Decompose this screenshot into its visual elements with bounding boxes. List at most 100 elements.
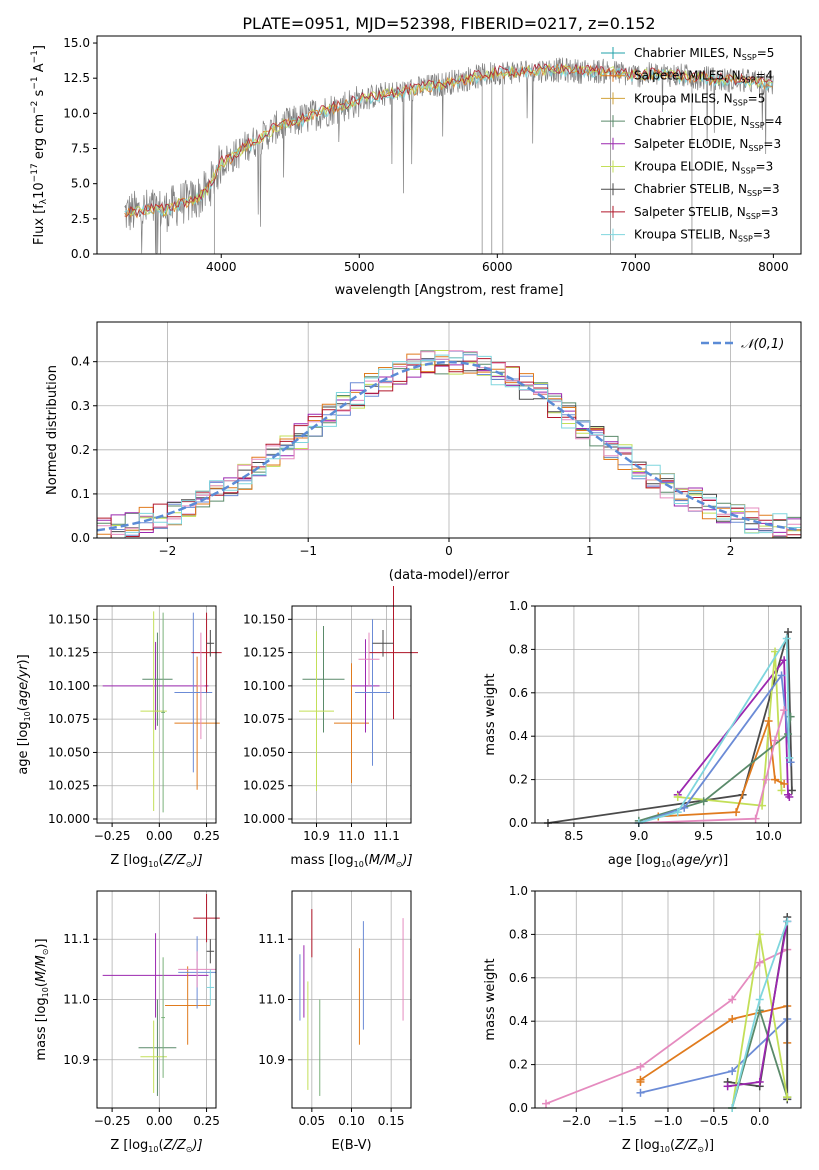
x-axis-label: age [log10(age/yr)]	[608, 853, 728, 869]
y-axis-label: age [log10(age/yr)]	[16, 654, 32, 774]
x-tick-label: −2.0	[562, 1114, 591, 1128]
x-tick-label: 7000	[620, 260, 651, 274]
age-vs-z-panel: −0.25 0.00 0.25 10.000 10.025 10.050 10.075 10.…	[16, 605, 222, 869]
y-tick-label: 15.0	[63, 36, 90, 50]
x-tick-label: −0.5	[699, 1114, 728, 1128]
y-tick-label: 1.0	[509, 884, 528, 898]
mass-weight-line	[638, 672, 792, 824]
y-tick-label: 0.2	[509, 773, 528, 787]
x-tick-label: 1	[586, 544, 594, 558]
y-tick-label: 10.125	[48, 646, 90, 660]
x-tick-label: −1.0	[653, 1114, 682, 1128]
x-tick-label: −0.25	[94, 829, 131, 843]
y-tick-label: 10.075	[243, 712, 285, 726]
x-tick-label: 10.9	[303, 829, 330, 843]
mass-vs-ebv-panel: 0.05 0.10 0.15 10.9 11.0 11.1 E(B-V)	[258, 890, 412, 1153]
axes-frame	[96, 35, 802, 255]
y-tick-label: 10.0	[63, 106, 90, 120]
y-tick-label: 10.100	[243, 679, 285, 693]
x-tick-label: −1	[299, 544, 317, 558]
x-tick-label: −2	[159, 544, 177, 558]
x-tick-label: −1.5	[608, 1114, 637, 1128]
x-axis-label: (data-model)/error	[389, 568, 510, 583]
y-tick-label: 11.0	[258, 993, 285, 1007]
y-tick-label: 0.0	[71, 531, 90, 545]
x-tick-label: −0.25	[94, 1114, 131, 1128]
x-tick-label: 0	[445, 544, 453, 558]
x-tick-label: 0.00	[146, 829, 173, 843]
x-axis-label: Z [log10(Z/Z⊙)]	[110, 853, 202, 869]
x-tick-label: 0.0	[750, 1114, 769, 1128]
x-tick-label: 11.0	[338, 829, 365, 843]
chart-panels: 4000 5000 6000 7000 80000.02.55.07.510.012.5…	[16, 35, 802, 1154]
age-vs-mass-panel: 10.9 11.0 11.1 10.000 10.025 10.050 10.075 10.1…	[243, 586, 418, 869]
legend-label: Salpeter ELODIE, NSSP=3	[634, 137, 781, 153]
x-tick-label: 0.05	[298, 1114, 325, 1128]
residuals-panel: −2 −1 0 1 2 0.0 0.1 0.2 0.3 0.4 (data-model)/error…	[45, 321, 802, 583]
y-tick-label: 10.125	[243, 646, 285, 660]
y-axis-label: Normed distribution	[45, 365, 60, 495]
y-tick-label: 10.000	[243, 812, 285, 826]
x-tick-label: 8000	[758, 260, 789, 274]
x-tick-label: 9.0	[629, 829, 648, 843]
y-tick-label: 10.050	[48, 745, 90, 759]
x-tick-label: 9.5	[694, 829, 713, 843]
y-tick-label: 10.000	[48, 812, 90, 826]
y-tick-label: 10.075	[48, 712, 90, 726]
y-tick-label: 0.2	[509, 1058, 528, 1072]
axes-frame	[534, 605, 802, 824]
x-tick-label: 0.25	[193, 829, 220, 843]
spectrum-panel: 4000 5000 6000 7000 8000 0.0 2.5 5.0 7.5 10.0 12.5…	[30, 35, 802, 298]
x-axis-label: mass [log10(M/M⊙)]	[290, 853, 412, 869]
x-tick-label: 11.1	[373, 829, 400, 843]
legend-label: Salpeter MILES, NSSP=4	[634, 69, 773, 85]
y-tick-label: 0.4	[509, 729, 528, 743]
mass-weight-line	[638, 635, 791, 824]
legend-label: Salpeter STELIB, NSSP=3	[634, 205, 778, 221]
y-tick-label: 11.0	[63, 993, 90, 1007]
x-tick-label: 0.15	[378, 1114, 405, 1128]
residual-histogram	[97, 353, 801, 539]
normal-curve	[96, 360, 802, 532]
y-tick-label: 10.025	[243, 779, 285, 793]
mass-vs-z-panel: −0.25 0.00 0.25 10.9 11.0 11.1 Z [log10(Z/Z⊙)]…	[34, 890, 220, 1154]
y-tick-label: 0.3	[71, 399, 90, 413]
legend-label: Chabrier STELIB, NSSP=3	[634, 182, 780, 198]
x-axis-label: Z [log10(Z/Z⊙)]	[110, 1138, 202, 1154]
y-tick-label: 0.0	[71, 247, 90, 261]
x-tick-label: 2	[727, 544, 735, 558]
mass-weight-vs-z-panel: −2.0 −1.5 −1.0 −0.5 0.0 0.0 0.2 0.4 0.6 0.8 1.0 Z […	[483, 884, 802, 1154]
x-tick-label: 10.0	[755, 829, 782, 843]
mass-weight-line	[545, 948, 788, 1105]
y-tick-label: 10.025	[48, 779, 90, 793]
legend-label: Kroupa MILES, NSSP=5	[634, 91, 765, 107]
y-tick-label: 0.4	[71, 355, 90, 369]
y-tick-label: 10.9	[258, 1053, 285, 1067]
x-tick-label: 0.10	[338, 1114, 365, 1128]
y-tick-label: 0.1	[71, 487, 90, 501]
y-tick-label: 10.150	[48, 612, 90, 626]
x-tick-label: 8.5	[564, 829, 583, 843]
model-spectrum-line	[124, 62, 773, 217]
x-tick-label: 6000	[482, 260, 513, 274]
y-tick-label: 0.8	[509, 927, 528, 941]
y-tick-label: 12.5	[63, 71, 90, 85]
mass-weight-line	[547, 631, 793, 824]
y-tick-label: 0.6	[509, 971, 528, 985]
y-tick-label: 11.1	[258, 932, 285, 946]
figure-title: PLATE=0951, MJD=52398, FIBERID=0217, z=0…	[242, 14, 655, 33]
y-tick-label: 0.2	[71, 443, 90, 457]
y-tick-label: 7.5	[71, 142, 90, 156]
y-tick-label: 0.0	[509, 1101, 528, 1115]
y-tick-label: 10.150	[243, 612, 285, 626]
legend-label: Kroupa ELODIE, NSSP=3	[634, 160, 773, 176]
y-tick-label: 0.8	[509, 642, 528, 656]
x-tick-label: 5000	[344, 260, 375, 274]
y-tick-label: 5.0	[71, 177, 90, 191]
y-axis-label: mass weight	[483, 958, 498, 1040]
y-tick-label: 0.0	[509, 816, 528, 830]
y-axis-label: mass [log10(M/M⊙)]	[34, 938, 50, 1060]
y-tick-label: 2.5	[71, 212, 90, 226]
model-spectrum-line	[124, 63, 773, 217]
y-tick-label: 0.6	[509, 686, 528, 700]
